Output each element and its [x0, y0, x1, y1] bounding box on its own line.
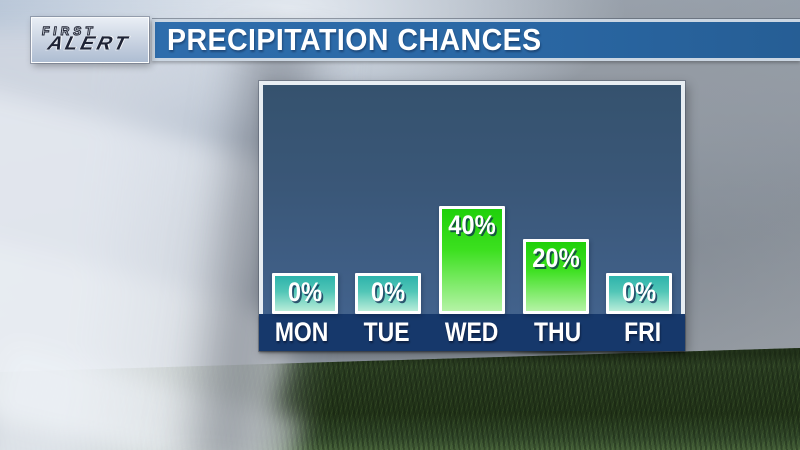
day-label-mon: MON [274, 317, 329, 347]
bar-column: 20% [514, 85, 598, 314]
bar-column: 0% [263, 85, 347, 314]
day-label-tue: TUE [363, 317, 410, 347]
bar-value-label: 0% [371, 277, 406, 307]
precip-bar-mon: 0% [271, 273, 338, 314]
title-banner: PRECIPITATION CHANCES [152, 19, 800, 61]
precip-bar-fri: 0% [606, 273, 673, 314]
bar-column: 40% [430, 85, 514, 314]
day-label-wed: WED [445, 317, 499, 347]
day-label-fri: FRI [623, 317, 661, 347]
page-title: PRECIPITATION CHANCES [166, 22, 542, 57]
bar-value-label: 0% [621, 277, 657, 307]
precipitation-chart-panel: 0% 0% 40% 20% 0% MON TUE WED THU FRI [259, 81, 685, 351]
precip-bar-thu: 20% [522, 239, 589, 314]
day-label-thu: THU [533, 317, 581, 347]
day-strip: MON TUE WED THU FRI [259, 314, 685, 351]
precip-bar-wed: 40% [438, 206, 505, 314]
bar-column: 0% [597, 85, 681, 314]
chart-bars: 0% 0% 40% 20% 0% [259, 81, 685, 314]
bar-column: 0% [347, 85, 431, 314]
bar-value-label: 0% [287, 277, 322, 307]
first-alert-logo: FIRST ALERT [31, 17, 149, 63]
logo-line-alert: ALERT [45, 33, 133, 55]
bar-value-label: 20% [531, 243, 580, 273]
bar-value-label: 40% [448, 210, 496, 240]
precip-bar-tue: 0% [355, 273, 422, 314]
